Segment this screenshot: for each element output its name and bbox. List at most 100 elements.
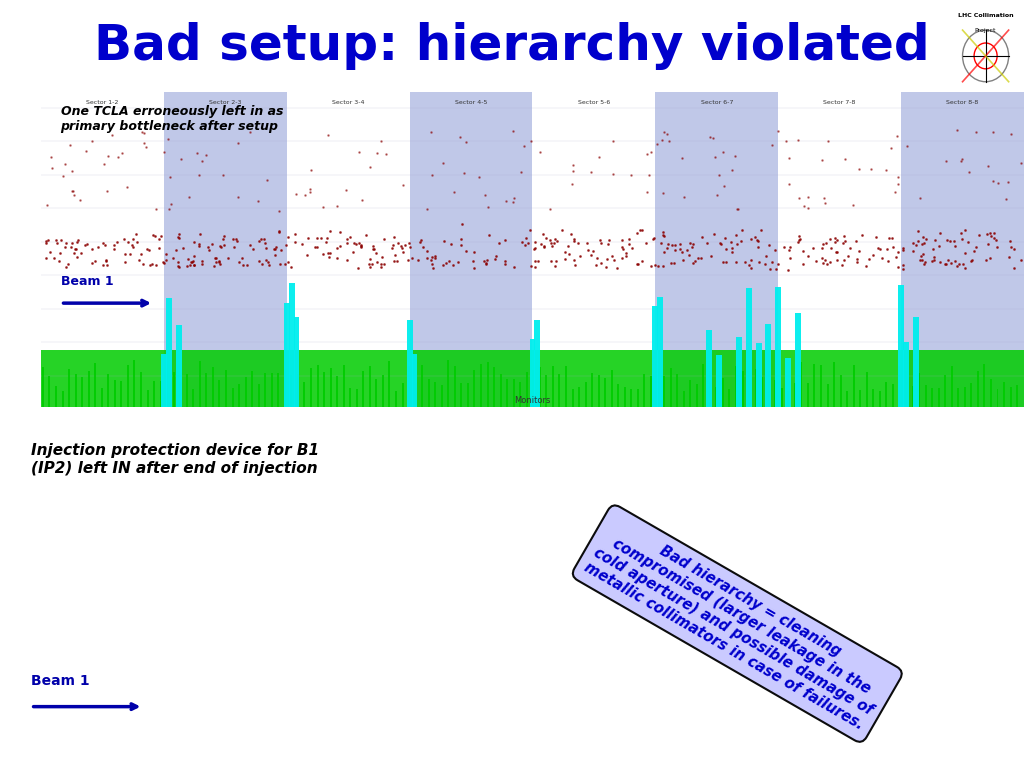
Text: Beam 1: Beam 1 xyxy=(31,674,89,688)
Point xyxy=(840,250,856,262)
Point xyxy=(734,224,751,237)
Bar xyxy=(1010,387,1012,407)
Point xyxy=(980,238,996,250)
Point xyxy=(685,257,701,269)
Bar xyxy=(903,342,909,407)
Point xyxy=(593,237,609,250)
Bar xyxy=(407,320,413,407)
Bar xyxy=(756,343,762,407)
Point xyxy=(87,255,103,267)
Point xyxy=(565,165,582,177)
Point xyxy=(332,226,348,238)
Point xyxy=(674,245,690,257)
Bar xyxy=(957,388,959,407)
Point xyxy=(57,158,74,170)
Point xyxy=(317,236,334,248)
Point xyxy=(723,246,739,258)
Bar xyxy=(410,92,532,407)
Point xyxy=(728,229,744,241)
Point xyxy=(458,136,474,148)
Bar xyxy=(826,384,828,407)
Point xyxy=(618,247,635,259)
Point xyxy=(156,145,172,157)
Point xyxy=(478,253,495,266)
Point xyxy=(742,253,759,266)
Point xyxy=(182,260,199,272)
Point xyxy=(162,170,178,183)
Point xyxy=(579,237,595,249)
Point xyxy=(592,234,608,247)
Point xyxy=(450,256,466,268)
Bar xyxy=(310,368,312,407)
Point xyxy=(519,237,536,250)
Point xyxy=(567,259,584,271)
Point xyxy=(544,240,560,252)
Bar xyxy=(944,375,946,407)
Text: One TCLA erroneously left in as
primary bottleneck after setup: One TCLA erroneously left in as primary … xyxy=(60,104,283,133)
Point xyxy=(613,233,630,246)
Point xyxy=(916,237,933,249)
Point xyxy=(813,252,829,264)
Point xyxy=(849,253,865,265)
Point xyxy=(816,192,833,204)
Point xyxy=(373,258,389,270)
Bar xyxy=(571,389,573,407)
Point xyxy=(781,178,798,190)
Bar xyxy=(258,384,260,407)
Point xyxy=(211,257,227,269)
Point xyxy=(288,187,304,200)
Point xyxy=(895,259,911,271)
Point xyxy=(791,134,807,147)
Point xyxy=(871,243,888,256)
Point xyxy=(939,233,955,246)
Bar xyxy=(506,379,508,407)
Point xyxy=(184,255,201,267)
Bar xyxy=(775,286,781,407)
Bar xyxy=(245,376,247,407)
Bar xyxy=(199,360,201,407)
Bar xyxy=(996,389,998,407)
Point xyxy=(299,249,315,261)
Text: Sector 7-8: Sector 7-8 xyxy=(823,100,856,105)
Point xyxy=(814,154,830,166)
Point xyxy=(796,258,812,270)
Point xyxy=(640,168,656,180)
Point xyxy=(362,161,379,173)
Bar xyxy=(865,372,867,407)
Point xyxy=(854,229,870,241)
Bar xyxy=(231,388,233,407)
Point xyxy=(63,184,80,197)
Point xyxy=(179,260,196,273)
Point xyxy=(750,241,766,253)
Point xyxy=(204,238,220,250)
Point xyxy=(77,239,93,251)
Point xyxy=(716,180,732,192)
Bar xyxy=(722,378,724,407)
Point xyxy=(565,159,582,171)
Point xyxy=(378,148,394,161)
Bar xyxy=(579,386,580,407)
Bar xyxy=(598,375,600,407)
Bar xyxy=(755,369,757,407)
Point xyxy=(621,238,637,250)
Point xyxy=(266,243,283,256)
Point xyxy=(940,253,956,266)
Point xyxy=(360,258,377,270)
Point xyxy=(639,147,655,160)
Point xyxy=(606,254,623,266)
Point xyxy=(727,150,743,162)
Point xyxy=(782,252,799,264)
Bar xyxy=(127,366,129,407)
Point xyxy=(153,230,169,242)
Point xyxy=(780,264,797,276)
Point xyxy=(374,250,390,263)
Point xyxy=(860,253,877,266)
Point xyxy=(170,260,186,272)
Point xyxy=(953,233,970,245)
Point xyxy=(224,233,241,246)
Bar xyxy=(160,382,162,407)
Point xyxy=(396,239,413,251)
Point xyxy=(220,252,237,264)
Point xyxy=(733,235,750,247)
Point xyxy=(681,250,697,262)
